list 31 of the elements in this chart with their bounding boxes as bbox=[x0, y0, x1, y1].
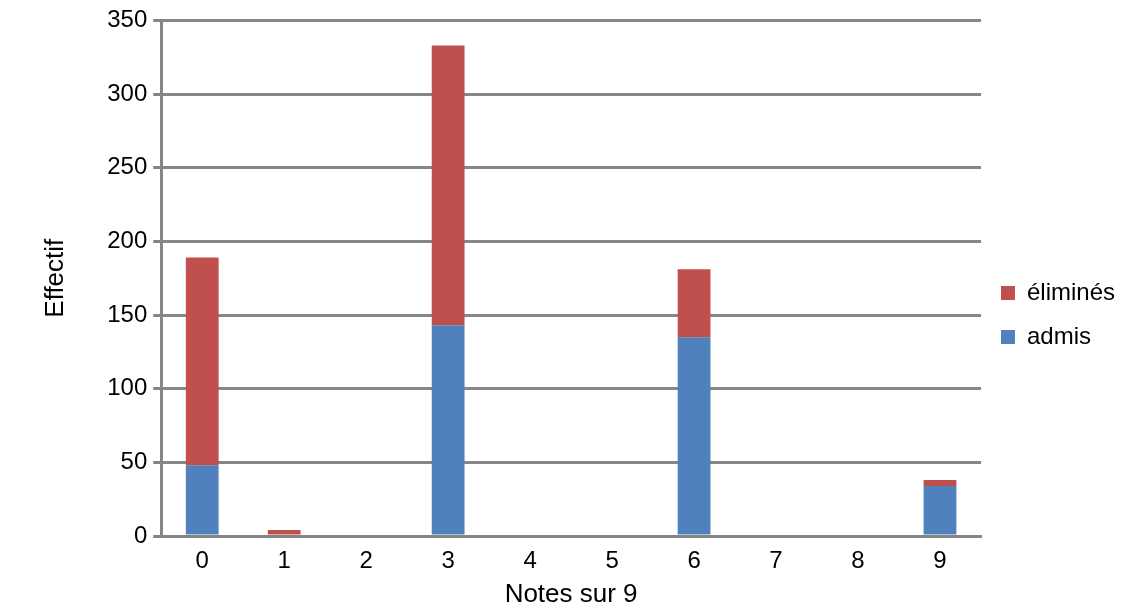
bar bbox=[923, 485, 957, 535]
legend-label: admis bbox=[1026, 321, 1091, 349]
y-tick-label: 200 bbox=[107, 226, 148, 253]
x-tick-label: 0 bbox=[195, 546, 209, 574]
bar bbox=[267, 530, 301, 535]
x-tick-label: 1 bbox=[277, 546, 291, 574]
y-tick-label: 300 bbox=[107, 78, 148, 106]
x-tick-label: 2 bbox=[359, 546, 373, 574]
y-axis-title: Effectif bbox=[38, 237, 69, 318]
x-tick-label: 7 bbox=[769, 546, 783, 574]
y-tick-label: 350 bbox=[107, 5, 148, 33]
x-axis-title: Notes sur 9 bbox=[504, 577, 638, 608]
bar bbox=[677, 337, 711, 535]
x-tick-label: 5 bbox=[605, 546, 619, 574]
y-tick-label: 150 bbox=[107, 299, 148, 327]
y-tick-label: 250 bbox=[107, 152, 148, 180]
bar bbox=[677, 269, 711, 338]
bar bbox=[923, 480, 957, 486]
x-tick-label: 3 bbox=[441, 546, 455, 574]
x-tick-label: 4 bbox=[523, 546, 537, 574]
x-tick-label: 6 bbox=[687, 546, 701, 574]
legend-label: éliminés bbox=[1026, 277, 1115, 305]
bar bbox=[185, 257, 219, 466]
bar bbox=[185, 465, 219, 535]
x-tick-label: 9 bbox=[933, 546, 947, 574]
y-tick-label: 0 bbox=[133, 520, 148, 548]
bar bbox=[431, 325, 465, 535]
y-tick-label: 50 bbox=[120, 446, 148, 474]
x-tick-label: 8 bbox=[851, 546, 865, 574]
y-tick-label: 100 bbox=[107, 373, 148, 401]
bar bbox=[431, 45, 465, 326]
